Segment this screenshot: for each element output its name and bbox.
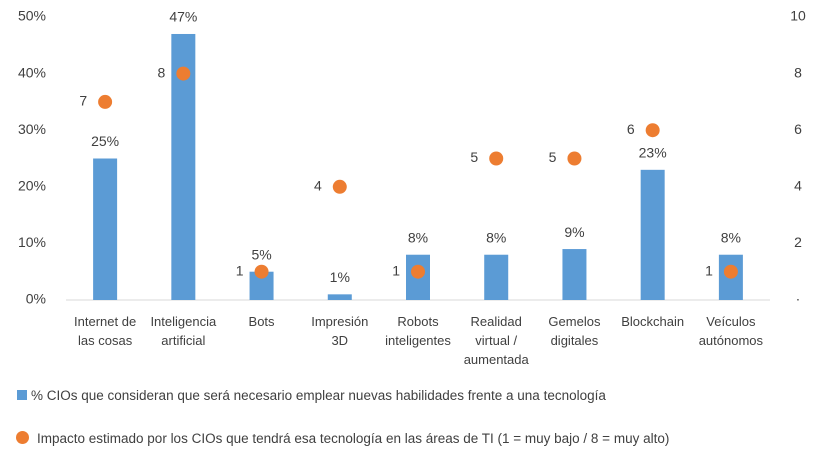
bar-value-label: 5% [251,246,271,262]
scatter-point [723,264,738,279]
point-value-label: 5 [549,149,557,165]
scatter-point [645,123,660,138]
legend-label: Impacto estimado por los CIOs que tendrá… [37,431,670,446]
y-tick-label: 0% [26,291,46,307]
point-value-label: 8 [158,64,166,80]
x-tick-label: Veículos autónomos [698,314,764,348]
y2-tick-label: · [796,291,801,307]
scatter-point [332,179,347,194]
point-value-label: 1 [705,262,713,278]
bar-value-label: 8% [721,229,741,245]
y-tick-label: 10% [18,234,46,250]
bar-value-label: 9% [564,224,584,240]
point-value-label: 1 [236,262,244,278]
bar-value-label: 23% [639,145,667,161]
legend-swatch [17,390,27,400]
scatter-point [254,264,269,279]
point-value-label: 4 [314,178,322,194]
legend-label: % CIOs que consideran que será necesario… [31,388,606,403]
bar [484,254,509,300]
y2-tick-label: 2 [794,234,802,250]
y-tick-label: 20% [18,178,46,194]
scatter-point [411,264,425,279]
x-tick-label: Inteligencia artificial [150,314,217,348]
bar [640,169,665,300]
x-tick-label: Bots [248,314,275,329]
x-tick-label: Impresión 3D [311,314,369,348]
y-tick-label: 50% [18,8,46,24]
point-value-label: 1 [392,262,400,278]
y2-tick-label: 10 [790,8,806,24]
x-tick-label: Robots inteligentes [385,314,451,348]
bar-value-label: 25% [91,133,119,149]
y2-tick-label: 8 [794,64,802,80]
bar [93,158,118,300]
scatter-point [98,94,113,109]
y2-tick-label: 6 [794,121,802,137]
x-tick-label: Realidad virtual / aumentada [463,314,529,367]
bar [562,249,587,300]
y2-tick-label: 4 [794,178,802,194]
x-tick-label: Internet de las cosas [74,314,137,348]
scatter-point [176,66,191,81]
bar-value-label: 1% [330,269,350,285]
point-value-label: 5 [470,149,478,165]
bar [327,294,352,300]
scatter-point [489,151,504,166]
legend-swatch [16,431,29,444]
bar-value-label: 8% [408,229,428,245]
point-value-label: 7 [79,93,87,109]
y-tick-label: 40% [18,64,46,80]
bar-value-label: 47% [169,9,197,25]
bar-value-label: 8% [486,229,506,245]
x-tick-label: Gemelos digitales [548,314,601,348]
y-tick-label: 30% [18,121,46,137]
bar [249,271,274,300]
x-tick-label: Blockchain [621,314,685,329]
point-value-label: 6 [627,121,635,137]
scatter-point [567,151,582,166]
